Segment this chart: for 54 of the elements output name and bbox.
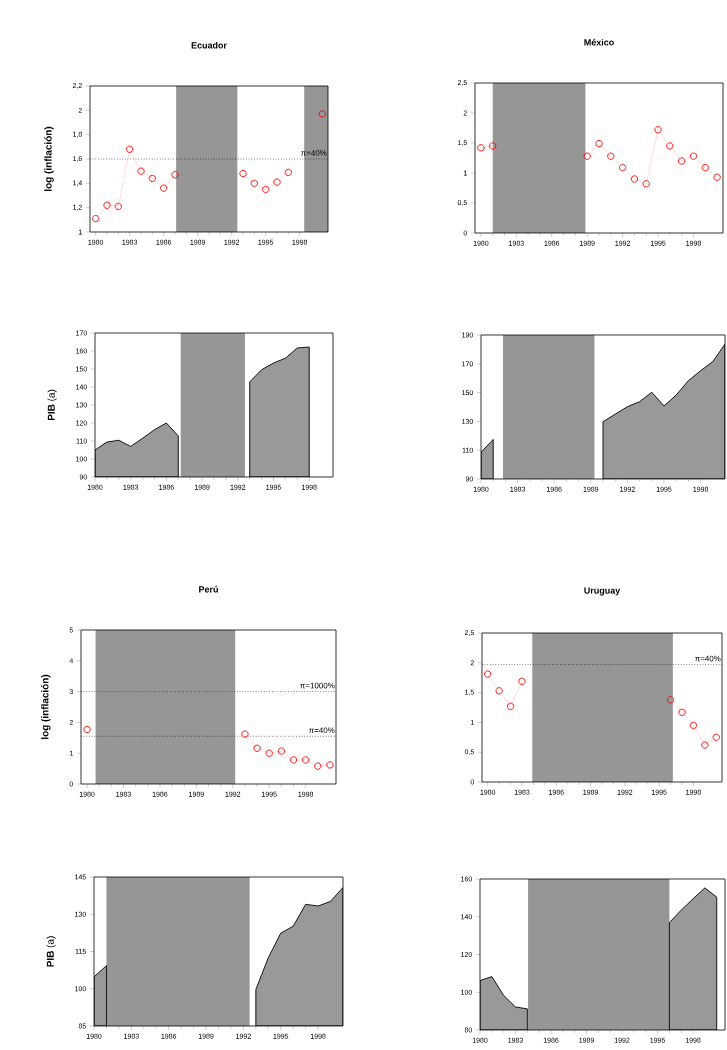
point bbox=[701, 163, 709, 172]
point bbox=[160, 184, 168, 192]
point bbox=[712, 733, 720, 741]
point bbox=[713, 173, 721, 181]
point bbox=[689, 152, 698, 160]
point bbox=[484, 670, 492, 678]
point bbox=[607, 152, 615, 160]
y-axis-title: log (inflación) bbox=[41, 674, 51, 739]
point bbox=[103, 201, 111, 209]
point bbox=[126, 145, 134, 153]
point bbox=[171, 171, 179, 179]
chart-title: México bbox=[584, 38, 614, 46]
point bbox=[253, 744, 261, 752]
point bbox=[284, 168, 292, 177]
point bbox=[241, 730, 249, 738]
point bbox=[489, 142, 497, 150]
point bbox=[250, 179, 258, 187]
y-axis-title: PIB (a) bbox=[47, 389, 57, 421]
point bbox=[326, 761, 334, 769]
point bbox=[477, 144, 485, 152]
point bbox=[642, 180, 650, 188]
y-axis-title: log (inflación) bbox=[44, 126, 54, 191]
point bbox=[289, 756, 298, 764]
point bbox=[595, 139, 603, 148]
point bbox=[92, 214, 100, 223]
y-axis-title: PIB (a) bbox=[46, 936, 56, 967]
point bbox=[277, 747, 285, 755]
point bbox=[114, 202, 122, 211]
point bbox=[265, 749, 273, 757]
point bbox=[666, 696, 675, 704]
point bbox=[618, 163, 627, 172]
point bbox=[262, 185, 270, 194]
point bbox=[148, 174, 156, 183]
chart-title: Uruguay bbox=[584, 587, 621, 596]
point bbox=[239, 169, 247, 178]
point bbox=[273, 178, 281, 186]
point bbox=[314, 762, 322, 770]
point bbox=[506, 702, 515, 710]
point bbox=[83, 725, 91, 734]
point bbox=[518, 677, 526, 685]
point bbox=[583, 152, 591, 160]
point bbox=[701, 741, 709, 749]
chart-title: Ecuador bbox=[191, 41, 227, 49]
point bbox=[666, 142, 674, 150]
point bbox=[302, 756, 310, 764]
point bbox=[137, 167, 145, 175]
chart-title: Perú bbox=[199, 585, 218, 593]
point bbox=[678, 708, 686, 716]
point bbox=[678, 157, 686, 165]
point bbox=[495, 687, 503, 695]
point bbox=[318, 110, 326, 118]
point bbox=[630, 175, 639, 183]
point bbox=[654, 126, 662, 134]
point bbox=[689, 721, 698, 730]
